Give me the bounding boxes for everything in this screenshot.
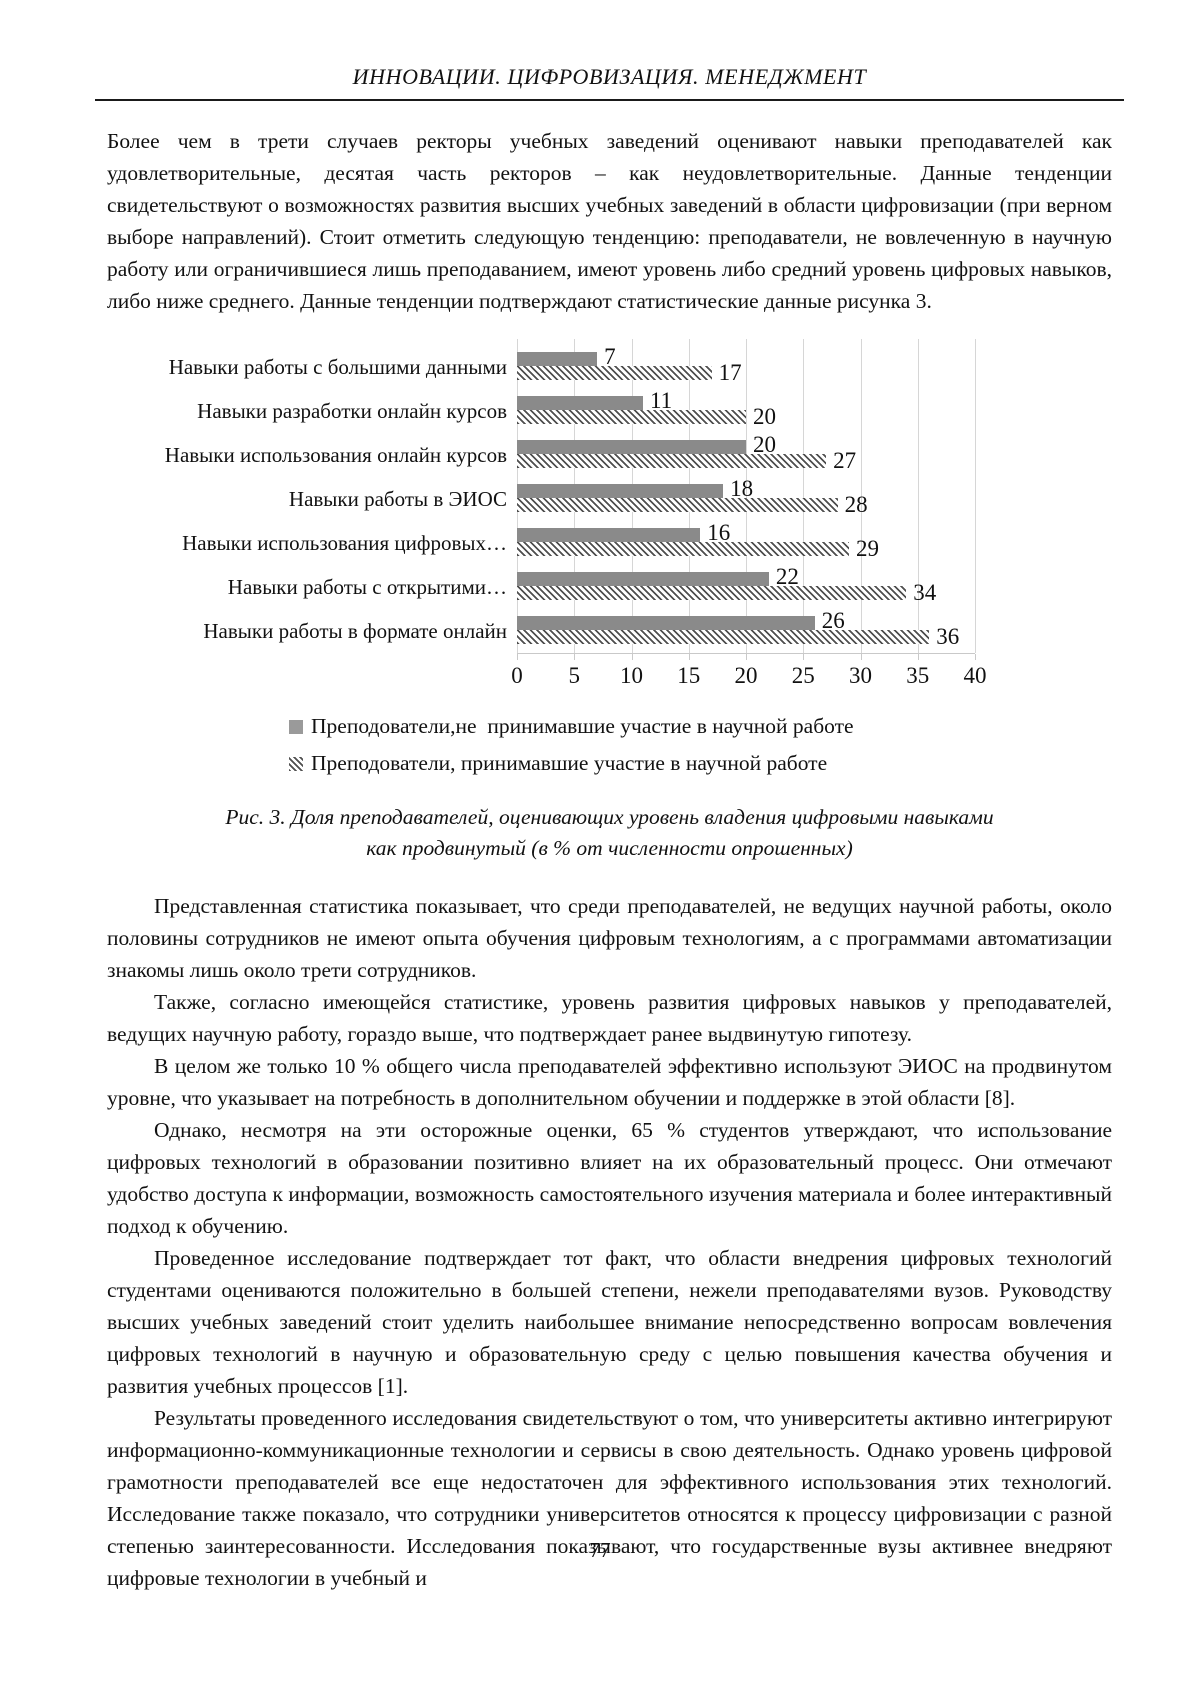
value-label: 28 bbox=[844, 492, 868, 517]
figure-3: Навыки работы с большими данными Навыки р… bbox=[107, 339, 1112, 864]
legend-label: Преподователи, принимавшие участие в нау… bbox=[311, 751, 828, 775]
bar-hatched bbox=[517, 454, 827, 468]
header-rule bbox=[95, 99, 1124, 101]
value-label: 20 bbox=[753, 404, 776, 429]
category-column: Навыки работы с большими данными Навыки р… bbox=[107, 339, 517, 653]
legend-item: Преподователи,не принимавшие участие в н… bbox=[289, 708, 1112, 745]
bar-group: 20 27 bbox=[517, 433, 975, 477]
chart-body: Навыки работы с большими данными Навыки р… bbox=[107, 339, 1112, 653]
value-label: 11 bbox=[649, 388, 673, 413]
value-label: 20 bbox=[753, 432, 776, 457]
tick-mark bbox=[746, 654, 747, 660]
value-label: 29 bbox=[856, 536, 880, 561]
tick-mark bbox=[574, 654, 576, 660]
value-label: 7 bbox=[604, 344, 616, 369]
value-label: 22 bbox=[775, 564, 799, 589]
value-label: 26 bbox=[821, 608, 845, 633]
value-label: 36 bbox=[936, 624, 960, 649]
tick-mark bbox=[860, 654, 862, 660]
bar-chart: Навыки работы с большими данными Навыки р… bbox=[107, 339, 1112, 696]
body-paragraphs: Представленная статистика показывает, чт… bbox=[107, 890, 1112, 1594]
legend-marker-hatched bbox=[289, 756, 303, 771]
tick-label: 25 bbox=[791, 663, 815, 688]
figure-caption: Рис. 3. Доля преподавателей, оценивающих… bbox=[107, 802, 1112, 864]
gridline bbox=[917, 339, 919, 653]
page-header-title: ИННОВАЦИИ. ЦИФРОВИЗАЦИЯ. МЕНЕДЖМЕНТ bbox=[352, 64, 867, 89]
x-axis: 0 5 10 15 20 25 30 35 40 bbox=[511, 653, 987, 696]
category-label: Навыки использования онлайн курсов bbox=[164, 442, 507, 467]
tick-label: 0 bbox=[511, 663, 523, 688]
body-paragraph: Результаты проведенного исследования сви… bbox=[107, 1406, 1112, 1590]
tick-mark bbox=[917, 654, 919, 660]
bar-hatched bbox=[517, 586, 907, 600]
gridline bbox=[746, 339, 747, 653]
tick-mark bbox=[517, 654, 518, 660]
page-number: 77 bbox=[589, 1538, 611, 1562]
bar-solid bbox=[517, 352, 598, 366]
category-label: Навыки работы с большими данными bbox=[168, 354, 507, 379]
tick-mark bbox=[631, 654, 633, 660]
category-label: Навыки разработки онлайн курсов bbox=[197, 398, 507, 423]
tick-mark bbox=[688, 654, 690, 660]
bar-group: 11 20 bbox=[517, 389, 975, 433]
legend-label: Преподователи,не принимавшие участие в н… bbox=[311, 714, 854, 738]
tick-label: 15 bbox=[677, 663, 701, 688]
legend-marker-solid bbox=[289, 719, 303, 734]
tick-label: 35 bbox=[906, 663, 930, 688]
intro-paragraph: Более чем в трети случаев ректоры учебны… bbox=[107, 129, 1112, 313]
bar-solid bbox=[517, 572, 769, 586]
body-paragraph: Представленная статистика показывает, чт… bbox=[107, 894, 1112, 982]
tick-mark bbox=[975, 654, 976, 660]
bar-group: 16 29 bbox=[517, 521, 975, 565]
figure-caption-line2: как продвинутый (в % от численности опро… bbox=[366, 836, 853, 860]
bar-group: 22 34 bbox=[517, 565, 975, 609]
bar-solid bbox=[517, 396, 643, 410]
bar-hatched bbox=[517, 410, 746, 424]
gridline bbox=[860, 339, 862, 653]
category-label: Навыки работы с открытими… bbox=[227, 574, 507, 599]
bar-hatched bbox=[517, 542, 850, 556]
tick-mark bbox=[803, 654, 805, 660]
bar-group: 18 28 bbox=[517, 477, 975, 521]
body-paragraph: Также, согласно имеющейся статистике, ур… bbox=[107, 990, 1112, 1046]
bar-group: 26 36 bbox=[517, 609, 975, 653]
body-paragraph: Проведенное исследование подтверждает то… bbox=[107, 1246, 1112, 1398]
bar-solid bbox=[517, 528, 701, 542]
bar-hatched bbox=[517, 366, 712, 380]
value-label: 16 bbox=[707, 520, 731, 545]
gridline bbox=[803, 339, 805, 653]
tick-label: 30 bbox=[849, 663, 872, 688]
legend-item: Преподователи, принимавшие участие в нау… bbox=[289, 745, 1112, 782]
gridline bbox=[975, 339, 976, 653]
bar-hatched bbox=[517, 630, 930, 644]
figure-caption-line1: Рис. 3. Доля преподавателей, оценивающих… bbox=[225, 805, 994, 829]
bar-solid bbox=[517, 440, 746, 454]
value-label: 27 bbox=[833, 448, 857, 473]
bar-solid bbox=[517, 616, 815, 630]
value-label: 34 bbox=[913, 580, 937, 605]
tick-label: 10 bbox=[620, 663, 643, 688]
tick-label: 20 bbox=[734, 663, 758, 688]
bar-solid bbox=[517, 484, 724, 498]
bar-group: 7 17 bbox=[517, 345, 975, 389]
bar-hatched bbox=[517, 498, 838, 512]
tick-label: 40 bbox=[963, 663, 987, 688]
value-label: 17 bbox=[718, 360, 742, 385]
category-label: Навыки работы в ЭИОС bbox=[288, 486, 507, 511]
body-paragraph: В целом же только 10 % общего числа преп… bbox=[107, 1054, 1112, 1110]
chart-plot: 7 17 11 20 20 27 18 28 16 29 22 34 26 36 bbox=[517, 339, 976, 653]
tick-label: 5 bbox=[568, 663, 581, 688]
category-label: Навыки работы в формате онлайн bbox=[203, 618, 507, 643]
chart-legend: Преподователи,не принимавшие участие в н… bbox=[289, 708, 1112, 782]
value-label: 18 bbox=[730, 476, 754, 501]
body-paragraph: Однако, несмотря на эти осторожные оценк… bbox=[107, 1118, 1112, 1238]
category-label: Навыки использования цифровых… bbox=[182, 530, 507, 555]
